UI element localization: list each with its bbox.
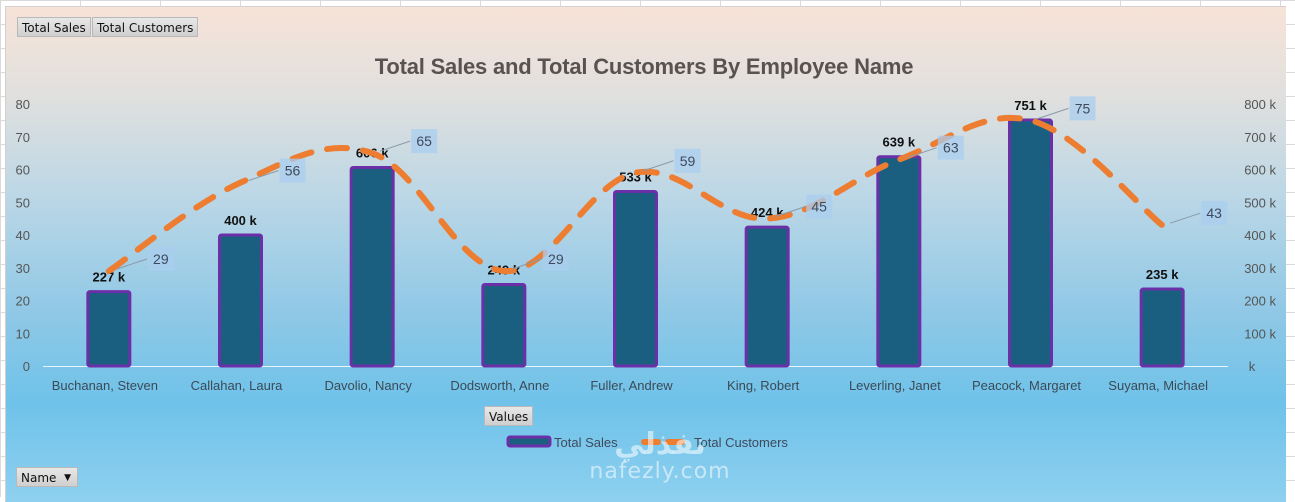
dropdown-arrow-icon: ▼ <box>64 473 71 483</box>
bar <box>218 233 263 368</box>
callout-leader-line <box>906 147 937 159</box>
category-label: Fuller, Andrew <box>590 378 673 393</box>
bar <box>349 166 395 368</box>
callout-leader-line <box>116 258 147 270</box>
primary-tick-label: 0 <box>23 359 30 374</box>
bar-data-label: 639 k <box>883 135 916 150</box>
legend-label: Total Customers <box>694 435 788 450</box>
category-label: Suyama, Michael <box>1108 378 1208 393</box>
bar-series-total-sales <box>86 118 1185 368</box>
bar <box>613 189 658 368</box>
pivot-field-button-total-customers[interactable]: Total Customers <box>92 17 199 37</box>
callout-box <box>147 247 174 272</box>
secondary-tick-label: 700 k <box>1244 130 1276 145</box>
primary-axis: 0 10 20 30 40 50 60 70 80 <box>16 97 30 374</box>
line-data-label: 29 <box>153 251 169 267</box>
primary-tick-label: 60 <box>16 163 30 178</box>
primary-tick-label: 30 <box>16 261 30 276</box>
bar-data-label: 227 k <box>93 270 126 285</box>
line-data-label: 43 <box>1206 205 1222 221</box>
secondary-tick-label: 100 k <box>1244 326 1276 341</box>
secondary-tick-label: 500 k <box>1244 195 1276 210</box>
callout-box <box>1069 96 1096 121</box>
line-data-labels: 29 56 65 29 59 45 63 75 43 <box>116 96 1228 272</box>
chart-title: Total Sales and Total Customers By Emplo… <box>374 54 914 79</box>
pivot-axis-field-name-dropdown[interactable]: Name ▼ <box>16 467 78 487</box>
callout-leader-line <box>775 206 806 218</box>
category-label: King, Robert <box>727 378 800 393</box>
primary-tick-label: 20 <box>16 294 30 309</box>
bar <box>744 225 790 368</box>
callout-box <box>1201 201 1228 226</box>
primary-tick-label: 80 <box>16 97 30 112</box>
secondary-axis: k 100 k 200 k 300 k 400 k 500 k 600 k 700 k 800 … <box>1244 97 1276 374</box>
callout-box <box>542 247 569 272</box>
primary-tick-label: 70 <box>16 130 30 145</box>
category-label: Leverling, Janet <box>849 378 941 393</box>
watermark-arabic: نفذلي <box>614 427 706 462</box>
callout-box <box>674 148 701 173</box>
legend-label: Total Sales <box>554 435 618 450</box>
watermark-latin: nafezly.com <box>589 459 731 484</box>
watermark: نفذلي nafezly.com <box>560 430 760 484</box>
bar-data-label: 235 k <box>1146 267 1179 282</box>
callout-box <box>411 129 438 154</box>
category-labels: Buchanan, Steven Callahan, Laura Davolio, … <box>52 378 1208 393</box>
secondary-tick-label: k <box>1249 359 1256 374</box>
axis-field-label: Name <box>21 471 57 485</box>
bar <box>1008 118 1053 368</box>
secondary-tick-label: 200 k <box>1244 294 1276 309</box>
category-label: Davolio, Nancy <box>324 378 412 393</box>
callout-leader-line <box>1170 212 1201 224</box>
line-data-label: 29 <box>548 251 564 267</box>
callout-leader-line <box>643 160 674 172</box>
legend-item-total-customers: Total Customers <box>641 435 788 450</box>
bar <box>876 155 922 368</box>
line-data-label: 56 <box>285 163 301 179</box>
bar <box>86 290 132 368</box>
legend-item-total-sales: Total Sales <box>506 435 618 450</box>
category-label: Dodsworth, Anne <box>450 378 549 393</box>
category-label: Buchanan, Steven <box>52 378 158 393</box>
callout-box <box>279 158 306 183</box>
primary-tick-label: 10 <box>16 326 30 341</box>
line-data-label: 63 <box>943 140 959 156</box>
primary-tick-label: 50 <box>16 195 30 210</box>
pivot-field-button-total-sales[interactable]: Total Sales <box>17 17 91 37</box>
line-data-label: 45 <box>811 199 827 215</box>
bar <box>481 282 527 368</box>
callout-leader-line <box>380 140 411 152</box>
callout-leader-line <box>511 258 542 270</box>
category-label: Callahan, Laura <box>191 378 284 393</box>
secondary-tick-label: 300 k <box>1244 261 1276 276</box>
bar-data-label: 400 k <box>224 213 257 228</box>
primary-tick-label: 40 <box>16 228 30 243</box>
line-data-label: 65 <box>416 133 432 149</box>
category-label: Peacock, Margaret <box>972 378 1081 393</box>
bar-data-label: 751 k <box>1014 98 1047 113</box>
legend[interactable]: Total Sales Total Customers <box>506 435 788 450</box>
line-path <box>105 114 1166 275</box>
pivot-values-area-button[interactable]: Values <box>484 406 534 426</box>
line-data-label: 75 <box>1075 100 1091 116</box>
callout-box <box>937 135 964 160</box>
legend-swatch-bar <box>506 435 552 448</box>
secondary-tick-label: 400 k <box>1244 228 1276 243</box>
line-series-total-customers <box>105 114 1166 275</box>
secondary-tick-label: 800 k <box>1244 97 1276 112</box>
callout-leader-line <box>248 170 279 182</box>
callout-box <box>806 194 833 219</box>
line-data-label: 59 <box>680 153 696 169</box>
secondary-tick-label: 600 k <box>1244 163 1276 178</box>
bar <box>1139 287 1185 368</box>
callout-leader-line <box>1038 107 1069 119</box>
